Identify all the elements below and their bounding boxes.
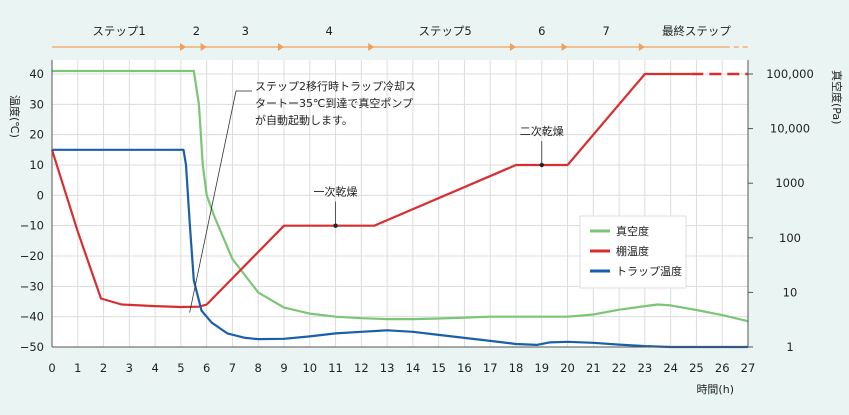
x-tick-label: 18 bbox=[509, 361, 524, 375]
leader-line bbox=[189, 90, 237, 313]
y-right-tick-label: 1 bbox=[786, 340, 793, 354]
annotation-layer: ステップ2移行時トラップ冷却スタートー35℃到達で真空ポンプが自動起動します。一… bbox=[189, 80, 564, 313]
plot-background bbox=[52, 60, 748, 347]
series-line bbox=[52, 148, 748, 349]
x-tick-label: 0 bbox=[48, 361, 55, 375]
y-left-axis-title: 温度(℃) bbox=[8, 95, 22, 138]
y-right-tick-label: 10 bbox=[783, 285, 798, 299]
step-arrow bbox=[510, 43, 516, 51]
x-tick-label: 3 bbox=[126, 361, 133, 375]
step-arrow bbox=[200, 43, 207, 51]
x-tick-label: 20 bbox=[560, 361, 575, 375]
x-tick-label: 5 bbox=[177, 361, 184, 375]
y-left-tick-label: 20 bbox=[29, 128, 44, 142]
step-label: ステップ5 bbox=[418, 24, 471, 38]
series-layer bbox=[50, 69, 749, 349]
x-tick-label: 4 bbox=[151, 361, 158, 375]
step-label: 2 bbox=[193, 24, 200, 38]
x-tick-label: 22 bbox=[612, 361, 627, 375]
x-tick-label: 26 bbox=[715, 361, 730, 375]
x-tick-label: 25 bbox=[689, 361, 704, 375]
annotation-text: 二次乾燥 bbox=[520, 124, 564, 138]
step-bar: ステップ1 2 3 4 ステップ5 6 7 最終ステップ bbox=[52, 24, 748, 51]
step-label: 4 bbox=[325, 24, 332, 38]
axis-layer: 0 1 2 3 4 5 6 7 8 9 10 11 12 13 14 15 16 17 18 19 20 21 22 23 24… bbox=[8, 60, 844, 396]
x-tick-label: 8 bbox=[255, 361, 262, 375]
x-tick-label: 17 bbox=[483, 361, 498, 375]
x-tick-label: 24 bbox=[663, 361, 678, 375]
legend-label: トラップ温度 bbox=[616, 264, 682, 278]
annotation-text: ステップ2移行時トラップ冷却ス bbox=[255, 80, 416, 93]
step-arrow bbox=[278, 43, 284, 51]
step-label: 3 bbox=[242, 24, 249, 38]
x-tick-label: 10 bbox=[302, 361, 317, 375]
series-line bbox=[52, 69, 749, 323]
x-tick-label: 12 bbox=[354, 361, 369, 375]
y-right-tick-label: 1000 bbox=[775, 176, 804, 190]
x-axis-title: 時間(h) bbox=[696, 383, 734, 396]
x-tick-label: 27 bbox=[741, 361, 756, 375]
series-line bbox=[50, 72, 692, 309]
legend-label: 棚温度 bbox=[616, 244, 649, 258]
step-label: 最終ステップ bbox=[662, 24, 731, 38]
y-left-tick-label: 10 bbox=[29, 158, 44, 172]
legend-label: 真空度 bbox=[616, 224, 649, 238]
annotation-text: が自動起動します。 bbox=[255, 113, 353, 127]
y-left-tick-label: −40 bbox=[20, 310, 44, 324]
x-tick-label: 6 bbox=[203, 361, 210, 375]
y-left-tick-label: 30 bbox=[29, 97, 44, 111]
y-right-tick-label: 100,000 bbox=[766, 67, 814, 81]
y-right-axis-title: 真空度(Pa) bbox=[830, 70, 844, 124]
annotation-text: タートー35℃到達で真空ポンプ bbox=[255, 96, 413, 110]
y-right-tick-label: 100 bbox=[779, 231, 801, 245]
annotation-text: 一次乾燥 bbox=[314, 185, 358, 199]
x-tick-label: 15 bbox=[431, 361, 446, 375]
x-tick-label: 7 bbox=[229, 361, 236, 375]
x-tick-label: 19 bbox=[534, 361, 549, 375]
y-left-tick-label: −10 bbox=[20, 219, 44, 233]
x-tick-label: 11 bbox=[328, 361, 343, 375]
x-tick-label: 13 bbox=[380, 361, 395, 375]
x-tick-label: 9 bbox=[280, 361, 287, 375]
x-tick-label: 2 bbox=[100, 361, 107, 375]
step-arrow bbox=[180, 43, 187, 51]
step-arrow bbox=[561, 43, 568, 51]
x-tick-label: 14 bbox=[406, 361, 421, 375]
y-left-tick-label: 0 bbox=[37, 188, 44, 202]
x-tick-label: 21 bbox=[586, 361, 601, 375]
step-label: 7 bbox=[603, 24, 610, 38]
step-arrow bbox=[638, 43, 645, 51]
x-tick-label: 16 bbox=[457, 361, 472, 375]
y-left-tick-label: −30 bbox=[20, 279, 44, 293]
y-left-tick-label: −20 bbox=[20, 249, 44, 263]
x-tick-label: 1 bbox=[74, 361, 81, 375]
y-left-tick-label: −50 bbox=[20, 340, 44, 354]
y-right-tick-label: 10,000 bbox=[770, 122, 810, 136]
plot-area bbox=[52, 60, 748, 347]
step-label: ステップ1 bbox=[92, 24, 145, 38]
step-label: 6 bbox=[538, 24, 545, 38]
x-tick-label: 23 bbox=[638, 361, 653, 375]
step-arrow bbox=[368, 43, 375, 51]
y-left-tick-label: 40 bbox=[29, 67, 44, 81]
